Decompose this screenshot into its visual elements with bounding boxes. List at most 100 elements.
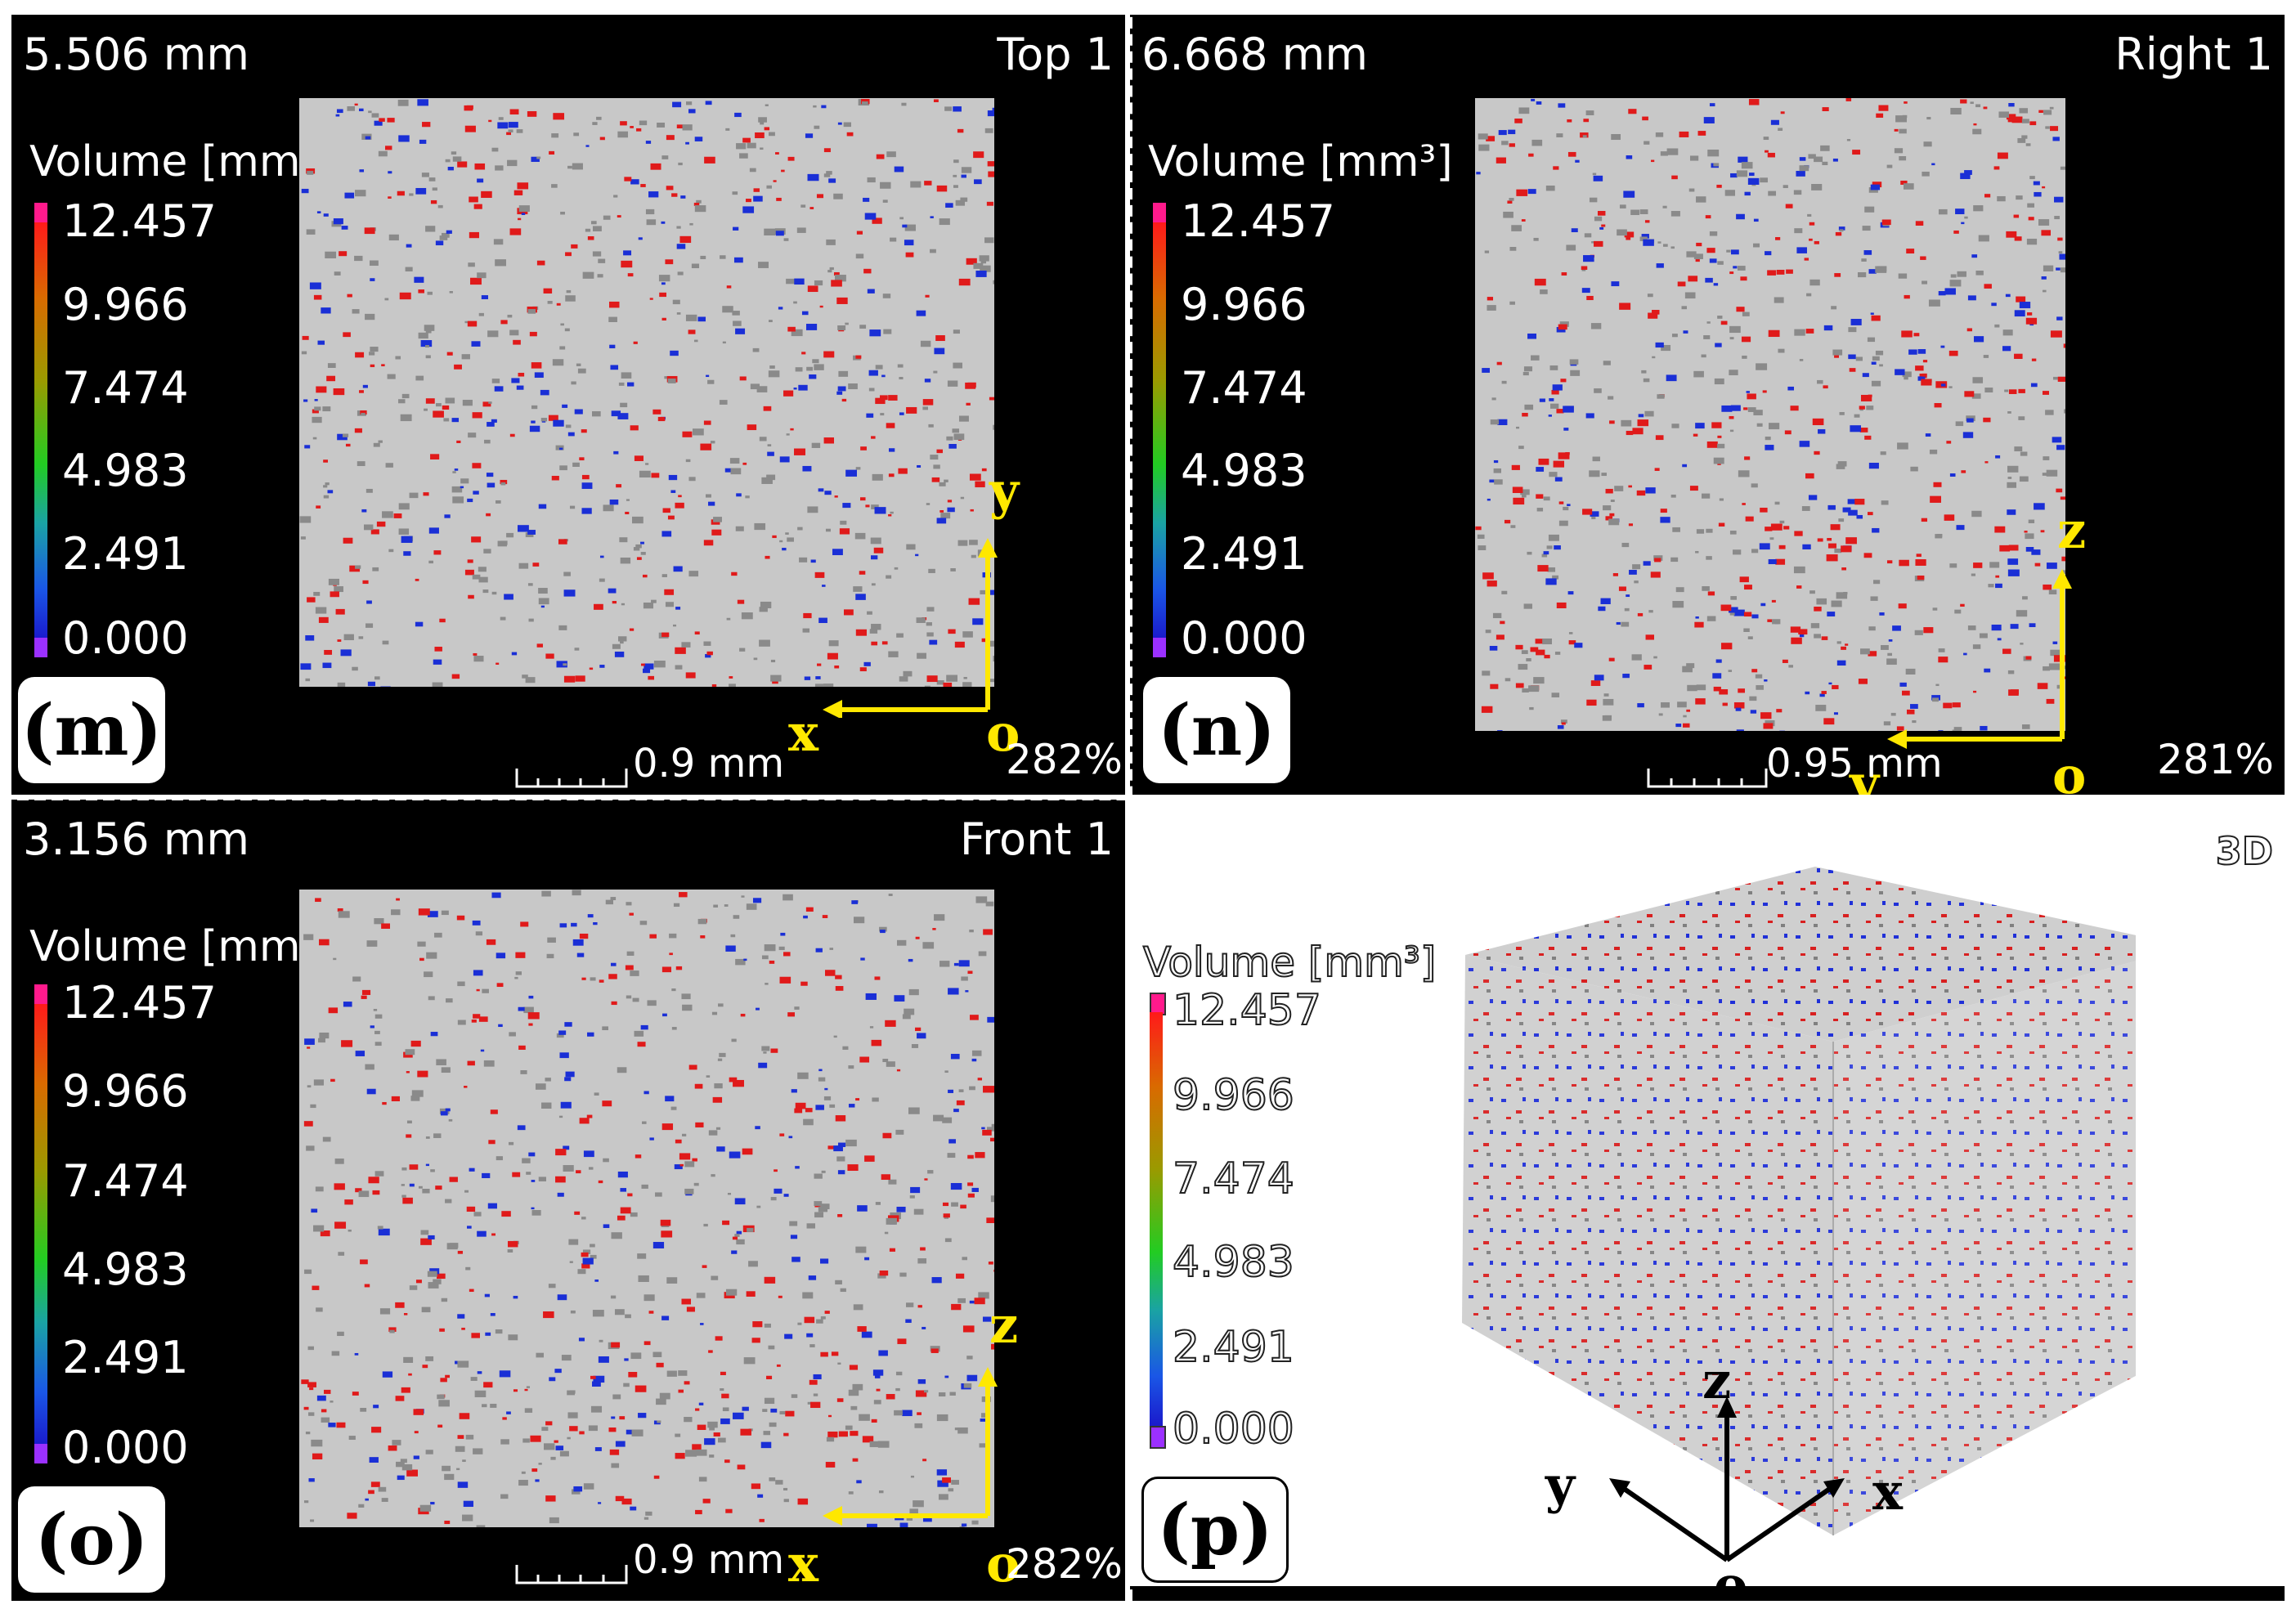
pore-speck [2013,214,2020,218]
pore-speck [452,156,462,162]
pore-speck [1695,258,1700,262]
pore-speck [1960,603,1965,607]
pore-speck [840,520,847,525]
colorbar [34,1004,47,1445]
pore-speck [370,260,379,267]
pore-speck [471,536,482,543]
pore-speck [926,607,935,612]
pore-speck [1570,370,1581,376]
pore-speck [608,301,620,308]
pore-speck [1645,634,1654,640]
pore-speck [1490,419,1500,425]
pore-speck [868,370,878,376]
pore-speck [323,213,329,217]
pore-speck [1828,682,1832,685]
pore-speck [1601,224,1606,227]
pore-speck [2007,670,2015,675]
pore-speck [560,211,565,215]
pore-speck [1510,525,1516,528]
pore-speck [991,1343,994,1350]
pore-speck [572,939,584,946]
pore-speck [1738,470,1750,477]
pore-speck [910,1475,915,1478]
pore-speck [1859,408,1863,411]
pore-speck [880,182,891,189]
pore-speck [866,1523,877,1527]
pore-speck [688,477,696,482]
pore-speck [513,1295,518,1299]
pore-speck [908,1107,920,1114]
pore-speck [1749,173,1755,177]
pore-speck [678,1370,688,1376]
pore-speck [439,618,446,623]
pore-speck [718,1437,726,1443]
pore-speck [926,503,931,505]
pore-speck [567,432,575,437]
pore-speck [315,898,321,903]
pore-speck [765,555,770,559]
pore-speck [415,578,419,581]
colorbar-min-cap [1153,638,1166,657]
pore-speck [1838,226,1845,231]
pore-speck [559,1052,569,1059]
pore-speck [548,1284,556,1289]
pore-speck [588,1167,594,1170]
pore-speck [486,939,496,945]
pore-speck [1560,719,1567,724]
pore-speck [739,376,747,381]
pore-speck [1975,104,1981,108]
pore-speck [1715,659,1722,663]
pore-speck [334,1159,344,1164]
pore-speck [1814,634,1821,639]
pore-speck [398,528,410,535]
colorbar-tick: 12.457 [1181,195,1335,247]
pore-speck [684,1381,690,1385]
pore-speck [494,386,504,392]
slice-depth-label: 5.506 mm [23,29,249,80]
pore-speck [1522,688,1529,692]
pore-speck [551,133,559,138]
pore-speck [432,682,443,687]
pore-speck [1862,226,1871,231]
pore-speck [536,643,543,648]
pore-speck [545,653,554,659]
pore-speck [760,122,765,125]
pore-speck [574,648,580,651]
scale-bar-label: 0.9 mm [633,1537,785,1583]
pore-speck [1997,195,2006,202]
pore-speck [630,1352,642,1360]
pore-speck [1666,374,1677,382]
pore-speck [1753,218,1759,222]
pore-speck [778,1295,783,1298]
pore-speck [2046,562,2057,569]
pore-speck [715,1336,723,1341]
pore-speck [868,388,875,392]
pore-speck [490,1403,497,1408]
pore-speck [424,101,428,105]
pore-speck [848,383,858,390]
pore-speck [523,1006,534,1014]
pore-speck [682,1133,687,1136]
pore-speck [679,892,688,898]
pore-speck [848,1065,854,1069]
pore-speck [1684,292,1696,299]
pore-speck [1827,543,1836,549]
pore-speck [438,1400,450,1407]
pore-speck [1836,660,1846,666]
pore-speck [884,1231,889,1235]
pore-speck [842,1046,849,1050]
pore-speck [1775,237,1781,240]
pore-speck [1703,335,1711,339]
pore-speck [1683,715,1687,718]
pore-speck [782,548,787,551]
pore-speck [1621,419,1632,427]
pore-speck [894,1410,903,1416]
pore-speck [827,1414,832,1418]
pore-speck [457,1435,464,1439]
pore-speck [898,468,908,474]
pore-speck [328,1423,336,1428]
pore-speck [968,598,980,605]
pore-speck [581,429,587,433]
pore-speck [635,544,642,549]
pore-speck [1624,607,1630,612]
